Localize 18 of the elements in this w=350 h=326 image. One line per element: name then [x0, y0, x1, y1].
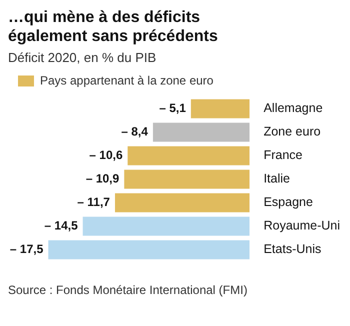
data-label: – 14,5 [44, 218, 78, 233]
y-tick-label: Royaume-Uni [264, 218, 340, 233]
y-tick-label: France [264, 148, 303, 162]
y-tick-label: Allemagne [264, 101, 323, 116]
data-label: – 10,6 [89, 148, 123, 162]
chart-subtitle: Déficit 2020, en % du PIB [8, 50, 158, 65]
data-label: – 10,9 [86, 172, 120, 186]
data-label: – 11,7 [77, 195, 110, 210]
y-tick-label: Espagne [264, 195, 313, 210]
source-note: Source : Fonds Monétaire International (FMI) [8, 283, 248, 297]
y-tick-label: Italie [264, 172, 290, 186]
data-label: – 5,1 [159, 101, 186, 116]
data-label: – 8,4 [121, 124, 148, 139]
data-label: – 17,5 [10, 242, 44, 256]
y-tick-label: Zone euro [264, 124, 321, 139]
legend-label: Pays appartenant à la zone euro [40, 73, 214, 88]
chart-title: …qui mène à des déficits également sans précédents [8, 8, 219, 46]
y-tick-label: Etats-Unis [264, 242, 322, 256]
